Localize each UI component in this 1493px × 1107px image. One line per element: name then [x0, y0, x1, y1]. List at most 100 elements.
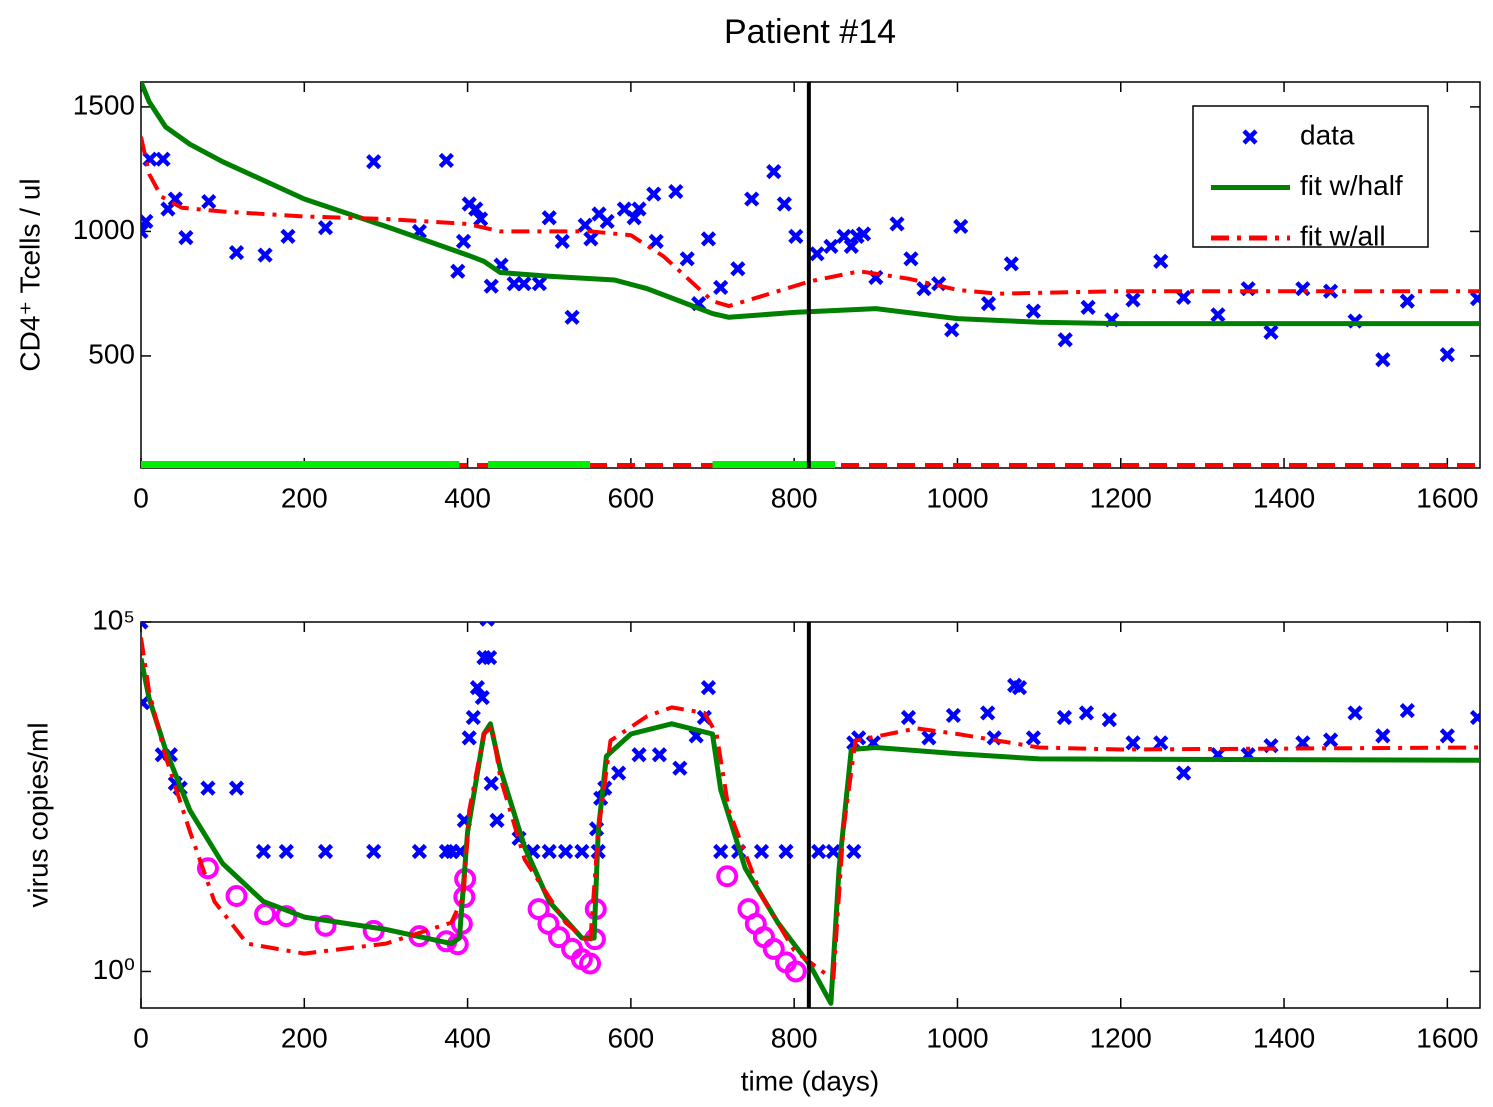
data-point [648, 233, 664, 249]
legend-label: fit w/all [1300, 220, 1386, 251]
y-axis-label: CD4⁺ Tcells / ul [14, 178, 45, 371]
data-point [468, 201, 484, 217]
x-tick-label: 400 [444, 1022, 491, 1053]
data-point [141, 622, 149, 630]
data-point [314, 914, 337, 937]
data-point [141, 213, 154, 230]
data-point [1176, 765, 1192, 781]
x-axis-label: time (days) [741, 1065, 879, 1096]
data-point [788, 228, 804, 244]
data-point [574, 843, 590, 860]
data-point [254, 903, 277, 926]
data-point [1347, 705, 1363, 721]
x-tick-label: 1000 [926, 482, 988, 513]
data-point [646, 186, 662, 202]
x-tick-label: 200 [281, 1022, 328, 1053]
y-axis-label: virus copies/ml [22, 722, 53, 907]
data-point [1153, 735, 1169, 751]
data-point [1399, 703, 1415, 719]
data-point [778, 843, 794, 860]
data-point [626, 210, 642, 226]
data-point [438, 152, 454, 169]
data-point [784, 960, 807, 983]
data-point [1375, 728, 1391, 744]
data-point [744, 191, 760, 207]
data-point [1125, 735, 1141, 751]
data-point [843, 238, 859, 254]
data-point [900, 709, 917, 726]
data-point [1263, 324, 1279, 340]
data-point [700, 680, 717, 696]
data-point [141, 223, 149, 240]
x-tick-label: 1200 [1090, 482, 1152, 513]
data-point [1011, 680, 1028, 696]
data-point [527, 898, 550, 921]
data-point [1439, 347, 1455, 363]
data-point [1080, 299, 1096, 315]
data-point [411, 843, 428, 860]
data-point [280, 228, 296, 244]
data-point [1057, 332, 1073, 348]
data-point [1101, 712, 1117, 728]
data-point [1469, 709, 1480, 726]
data-point [548, 926, 571, 949]
y-tick-label: 500 [88, 338, 135, 369]
data-point [228, 780, 245, 796]
data-point [730, 261, 746, 277]
x-tick-label: 1000 [926, 1022, 988, 1053]
data-point [1210, 307, 1226, 323]
data-point [1439, 728, 1455, 744]
data-point [141, 695, 151, 711]
data-point [846, 843, 862, 860]
data-point [228, 244, 245, 261]
data-point [713, 279, 729, 296]
treatment-on [487, 461, 591, 468]
data-point [825, 843, 841, 860]
x-tick-label: 1200 [1090, 1022, 1152, 1053]
data-point [672, 760, 688, 776]
data-point [489, 812, 505, 828]
plot-area [141, 622, 1480, 1006]
data-point [700, 231, 717, 247]
data-point [1399, 293, 1415, 309]
data-point [809, 246, 825, 262]
data-point [577, 217, 593, 233]
x-tick-label: 0 [133, 482, 149, 513]
y-tick-label: 10⁵ [92, 604, 135, 635]
y-tick-label: 1000 [73, 214, 135, 245]
y-tick-label: 1500 [73, 89, 135, 120]
data-point [776, 196, 792, 212]
data-point [579, 952, 602, 975]
legend-label: data [1300, 119, 1355, 150]
legend-swatch [1242, 129, 1258, 145]
x-tick-label: 400 [444, 482, 491, 513]
data-point [469, 680, 485, 696]
data-point [155, 151, 171, 167]
data-point [980, 705, 996, 721]
data-point [716, 865, 739, 888]
x-tick-label: 1400 [1253, 1022, 1315, 1053]
data-point [317, 220, 334, 236]
data-point [753, 843, 770, 860]
data-point [766, 164, 782, 180]
treatment-on [141, 461, 460, 468]
x-tick-label: 800 [771, 482, 818, 513]
data-point [482, 649, 498, 666]
data-point [554, 233, 570, 249]
data-point [455, 233, 472, 249]
data-point [1176, 289, 1192, 306]
x-tick-label: 1600 [1416, 1022, 1478, 1053]
data-point [178, 230, 194, 246]
data-point [611, 765, 627, 781]
data-point [201, 193, 217, 210]
data-point [1003, 256, 1019, 272]
x-tick-label: 600 [608, 482, 655, 513]
data-point [855, 226, 872, 242]
data-point [564, 309, 580, 325]
data-point [450, 263, 466, 279]
data-point [541, 843, 557, 860]
legend-label: fit w/half [1300, 170, 1403, 201]
data-point [196, 857, 219, 880]
data-point [668, 183, 684, 200]
